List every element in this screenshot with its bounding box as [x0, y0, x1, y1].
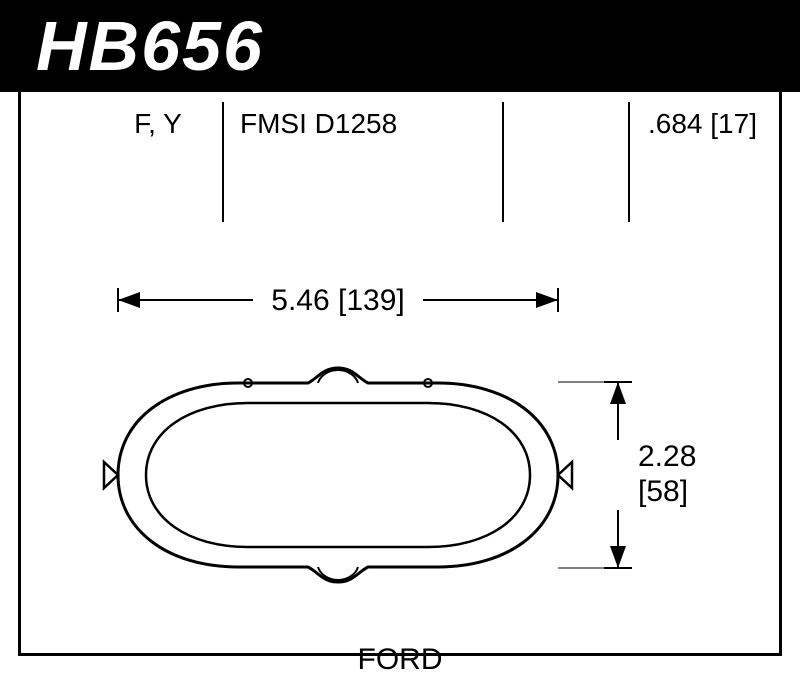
diagram-area: 5.46 [139] 2.28 [58] [18, 260, 782, 620]
spec-compounds: F, Y [134, 108, 182, 140]
height-imperial: 2.28 [638, 440, 696, 475]
footer-brand: FORD [18, 643, 782, 677]
width-dimension-label: 5.46 [139] [258, 284, 418, 318]
divider-3 [628, 102, 630, 222]
spec-thickness: .684 [17] [648, 108, 757, 140]
height-dimension-label: 2.28 [58] [638, 440, 696, 509]
spec-fmsi: FMSI D1258 [240, 108, 397, 140]
divider-2 [502, 102, 504, 222]
height-metric: [58] [638, 475, 696, 510]
brake-pad-outline [104, 368, 572, 582]
spec-info-row: F, Y FMSI D1258 .684 [17] [18, 102, 782, 232]
divider-1 [222, 102, 224, 222]
width-imperial: 5.46 [271, 284, 329, 317]
width-metric: [139] [338, 284, 405, 317]
